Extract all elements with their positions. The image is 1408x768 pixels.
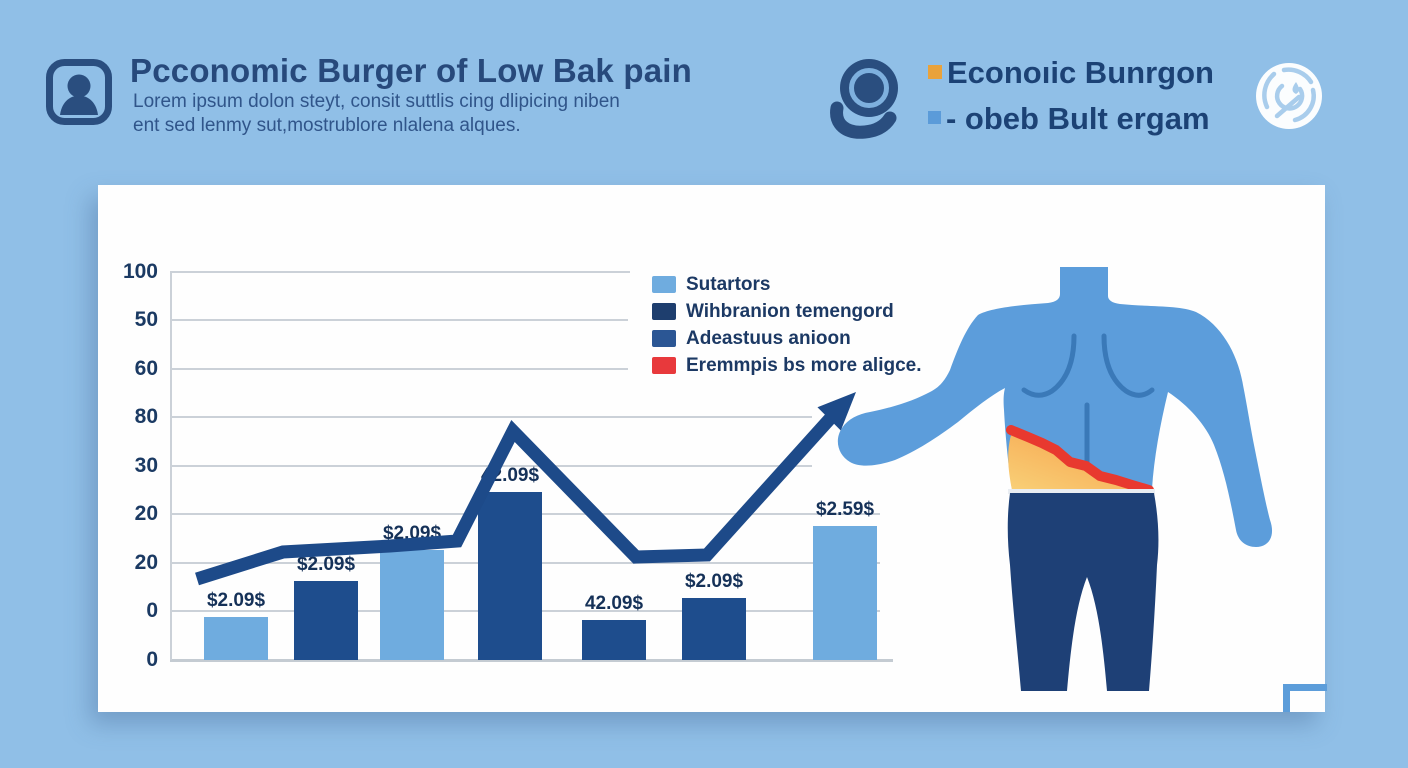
brand-logo-icon	[1255, 62, 1323, 130]
pants	[1007, 493, 1159, 691]
body-silhouette	[837, 267, 1273, 547]
gridline	[170, 368, 628, 370]
bar-value-label: $2.09$	[296, 554, 356, 575]
waistband	[1008, 489, 1155, 494]
back-pain-illustration	[837, 267, 1273, 691]
gridline	[170, 659, 893, 662]
blue-bullet-icon	[928, 111, 941, 124]
y-axis-tick-label: 80	[134, 405, 158, 428]
bar-value-label: $2.09$	[684, 571, 744, 592]
pain-area	[1008, 432, 1148, 490]
header-right-row2: - obeb Bult ergam	[928, 100, 1258, 137]
header-right-line2: - obeb Bult ergam	[946, 101, 1210, 136]
y-axis-tick-label: 0	[146, 648, 158, 671]
person-badge-icon	[45, 58, 113, 126]
y-axis-tick-label: 60	[134, 357, 158, 380]
bar-value-label: $2.09$	[382, 523, 442, 544]
legend-item: Eremmpis bs more aligce.	[652, 354, 922, 376]
legend-item: Wihbranion temengord	[652, 300, 922, 322]
header-right-block: Econoıic Bunrgon - obeb Bult ergam	[928, 54, 1258, 146]
y-axis-line	[170, 272, 172, 660]
bar-value-label: $2.09$	[206, 590, 266, 611]
corner-bracket-decoration	[1283, 684, 1327, 691]
y-axis-tick-label: 50	[134, 308, 158, 331]
gridline	[170, 271, 630, 273]
legend-swatch-icon	[652, 357, 676, 374]
y-axis-tick-label: 30	[134, 454, 158, 477]
legend-label: Wihbranion temengord	[686, 300, 894, 322]
bar	[478, 492, 542, 660]
subtitle-line1: Lorem ipsum dolon steyt, consit suttlis …	[133, 91, 620, 112]
legend-label: Sutartors	[686, 273, 771, 295]
legend-label: Adeastuus anioon	[686, 327, 851, 349]
bar-value-label: 42.09$	[480, 465, 540, 486]
y-axis-tick-label: 20	[134, 502, 158, 525]
legend-swatch-icon	[652, 330, 676, 347]
page-title: Pcconomic Burger of Low Bak pain	[130, 52, 692, 89]
scapula-line-right	[1101, 333, 1155, 398]
gridline	[170, 416, 812, 418]
scapula-line-left	[1021, 333, 1077, 398]
bar	[294, 581, 358, 660]
bar-value-label: 42.09$	[584, 593, 644, 614]
bar	[682, 598, 746, 660]
chart-legend: Sutartors Wihbranion temengord Adeastuus a…	[652, 273, 922, 384]
corner-bracket-decoration	[1283, 684, 1290, 712]
bar	[204, 617, 268, 660]
legend-swatch-icon	[652, 276, 676, 293]
header-title-block: Pcconomic Burger of Low Bak pain Lorem i…	[130, 52, 770, 138]
header-right-row1: Econoıic Bunrgon	[928, 54, 1258, 91]
legend-swatch-icon	[652, 303, 676, 320]
subtitle-line2: ent sed lenmy sut,mostrublore nlalena al…	[133, 115, 521, 136]
y-axis-tick-label: 20	[134, 551, 158, 574]
legend-item: Sutartors	[652, 273, 922, 295]
legend-item: Adeastuus anioon	[652, 327, 922, 349]
gridline	[170, 319, 628, 321]
y-axis-tick-label: 0	[146, 599, 158, 622]
bar	[582, 620, 646, 660]
phone-icon	[826, 50, 908, 142]
orange-bullet-icon	[928, 65, 942, 79]
header-right-line1: Econoıic Bunrgon	[947, 55, 1214, 90]
pain-red-edge	[1006, 425, 1154, 495]
legend-label: Eremmpis bs more aligce.	[686, 354, 922, 376]
bar	[380, 550, 444, 660]
y-axis-tick-label: 100	[122, 260, 158, 283]
